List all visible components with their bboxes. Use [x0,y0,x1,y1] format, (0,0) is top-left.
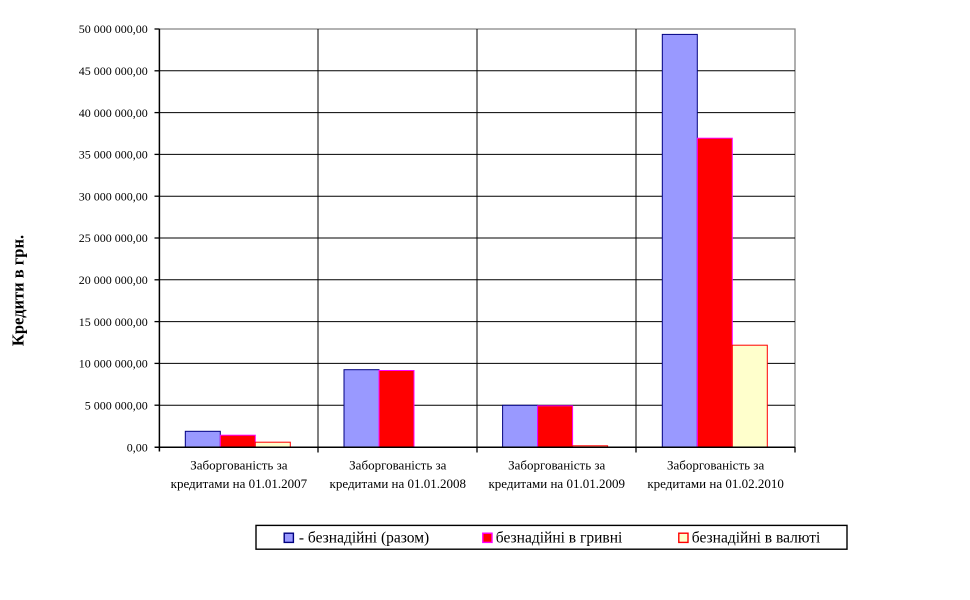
svg-text:кредитами на 01.01.2008: кредитами на 01.01.2008 [330,476,467,491]
svg-text:50 000 000,00: 50 000 000,00 [79,22,148,36]
svg-text:Заборгованість за: Заборгованість за [349,457,446,472]
svg-text:45 000 000,00: 45 000 000,00 [79,64,148,78]
svg-text:кредитами на 01.02.2010: кредитами на 01.02.2010 [647,476,784,491]
svg-text:15 000 000,00: 15 000 000,00 [79,315,148,329]
svg-text:20 000 000,00: 20 000 000,00 [79,273,148,287]
svg-text:Кредити в грн.: Кредити в грн. [9,235,28,346]
svg-text:5 000 000,00: 5 000 000,00 [85,398,148,412]
svg-text:25 000 000,00: 25 000 000,00 [79,231,148,245]
svg-text:безнадійні в валюті: безнадійні в валюті [692,529,821,546]
svg-text:Заборгованість за: Заборгованість за [190,457,287,472]
svg-text:35 000 000,00: 35 000 000,00 [79,148,148,162]
svg-text:кредитами на 01.01.2007: кредитами на 01.01.2007 [171,476,308,491]
svg-text:0,00: 0,00 [127,440,148,454]
svg-text:безнадійні в гривні: безнадійні в гривні [496,529,623,546]
svg-text:кредитами на 01.01.2009: кредитами на 01.01.2009 [488,476,625,491]
svg-text:- безнадійні (разом): - безнадійні (разом) [299,529,429,546]
svg-text:Заборгованість за: Заборгованість за [508,457,605,472]
svg-text:Заборгованість за: Заборгованість за [667,457,764,472]
svg-text:40 000 000,00: 40 000 000,00 [79,106,148,120]
svg-text:30 000 000,00: 30 000 000,00 [79,189,148,203]
svg-text:10 000 000,00: 10 000 000,00 [79,357,148,371]
